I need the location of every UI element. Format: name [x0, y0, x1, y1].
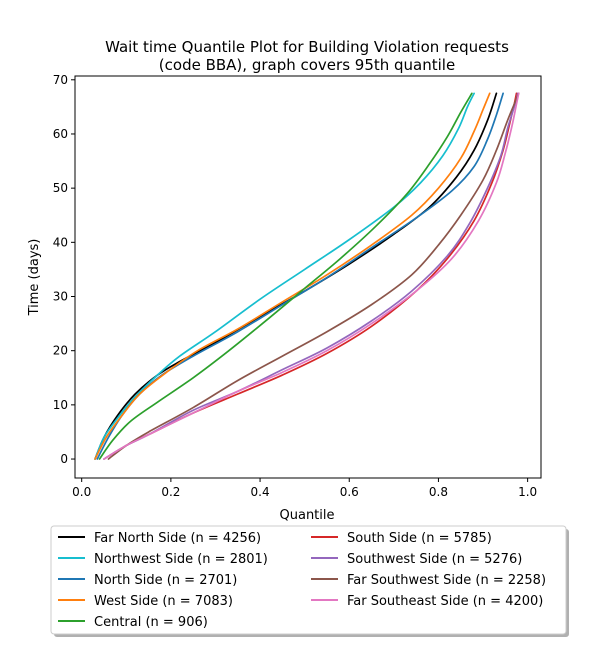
y-tick-label: 10 [53, 398, 68, 412]
x-tick-label: 0.6 [340, 485, 359, 499]
y-tick-label: 20 [53, 344, 68, 358]
y-tick-label: 60 [53, 127, 68, 141]
series-line-1 [94, 92, 475, 460]
legend-label: Far Southeast Side (n = 4200) [347, 594, 543, 609]
plot-area-frame [74, 75, 542, 479]
legend-items: Far North Side (n = 4256) Northwest Side … [58, 531, 546, 630]
legend-label: Southwest Side (n = 5276) [347, 552, 522, 567]
x-axis-label: Quantile [280, 508, 335, 523]
y-axis-ticks: 0 10 20 30 40 50 60 70 [53, 73, 75, 466]
series-line-8 [103, 92, 520, 460]
legend-label: North Side (n = 2701) [94, 573, 237, 588]
series-line-6 [103, 92, 519, 460]
legend-label: Central (n = 906) [94, 615, 208, 630]
chart-title-line-1: Wait time Quantile Plot for Building Vio… [105, 38, 509, 56]
y-tick-label: 0 [60, 452, 68, 466]
series-line-4 [98, 92, 473, 460]
x-tick-label: 0.0 [72, 485, 91, 499]
y-tick-label: 40 [53, 235, 68, 249]
legend-label: South Side (n = 5785) [347, 531, 492, 546]
legend: Far North Side (n = 4256) Northwest Side … [50, 525, 569, 637]
y-tick-label: 30 [53, 290, 68, 304]
x-tick-label: 0.8 [429, 485, 448, 499]
legend-label: Northwest Side (n = 2801) [94, 552, 268, 567]
legend-label: Far Southwest Side (n = 2258) [347, 573, 546, 588]
series-lines [94, 92, 520, 460]
x-tick-label: 1.0 [518, 485, 537, 499]
y-tick-label: 50 [53, 181, 68, 195]
legend-label: Far North Side (n = 4256) [94, 531, 261, 546]
series-line-7 [107, 92, 520, 460]
x-axis-ticks: 0.0 0.2 0.4 0.6 0.8 1.0 [72, 478, 537, 499]
x-tick-label: 0.2 [161, 485, 180, 499]
y-axis-label: Time (days) [27, 239, 42, 317]
y-tick-label: 70 [53, 73, 68, 87]
legend-label: West Side (n = 7083) [94, 594, 233, 609]
x-tick-label: 0.4 [251, 485, 270, 499]
chart-title-line-2: (code BBA), graph covers 95th quantile [159, 56, 455, 74]
legend-box [50, 525, 567, 635]
